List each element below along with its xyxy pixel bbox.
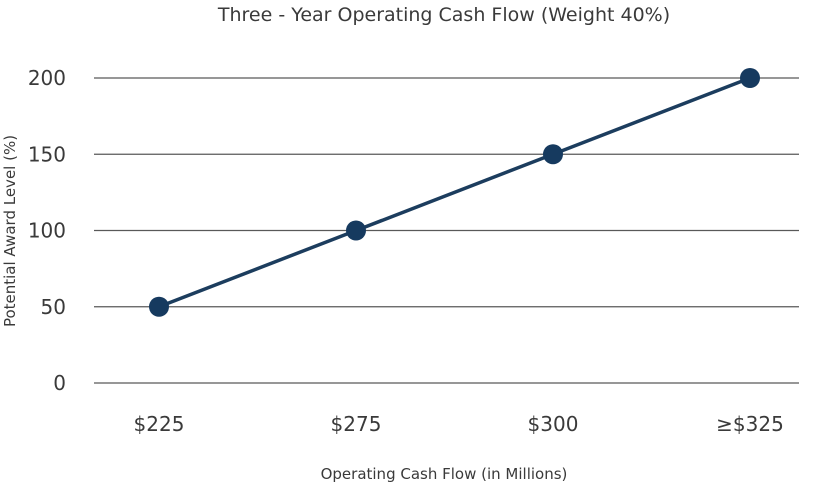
data-point-$300 <box>543 144 563 165</box>
data-point-$225 <box>149 296 169 317</box>
y-axis-ticks: 0 50 100 150 200 <box>28 66 66 395</box>
y-tick-label: 200 <box>28 66 66 90</box>
x-tick-label: ≥$325 <box>716 412 784 436</box>
y-tick-label: 0 <box>53 371 66 395</box>
y-tick-label: 100 <box>28 219 66 243</box>
gridlines <box>94 77 799 384</box>
y-axis-label: Potential Award Level (%) <box>1 135 19 327</box>
x-axis-ticks: $225 $275 $300 ≥$325 <box>134 412 784 436</box>
y-tick-label: 150 <box>28 142 66 166</box>
x-tick-label: $225 <box>134 412 185 436</box>
chart-title: Three - Year Operating Cash Flow (Weight… <box>217 4 670 26</box>
x-tick-label: $300 <box>528 412 579 436</box>
data-point-$275 <box>346 220 366 241</box>
x-tick-label: $275 <box>331 412 382 436</box>
data-point-≥$325 <box>740 68 760 88</box>
x-axis-label: Operating Cash Flow (in Millions) <box>321 465 568 483</box>
y-tick-label: 50 <box>41 295 66 319</box>
series-line <box>158 76 751 309</box>
series-layer <box>149 68 760 317</box>
